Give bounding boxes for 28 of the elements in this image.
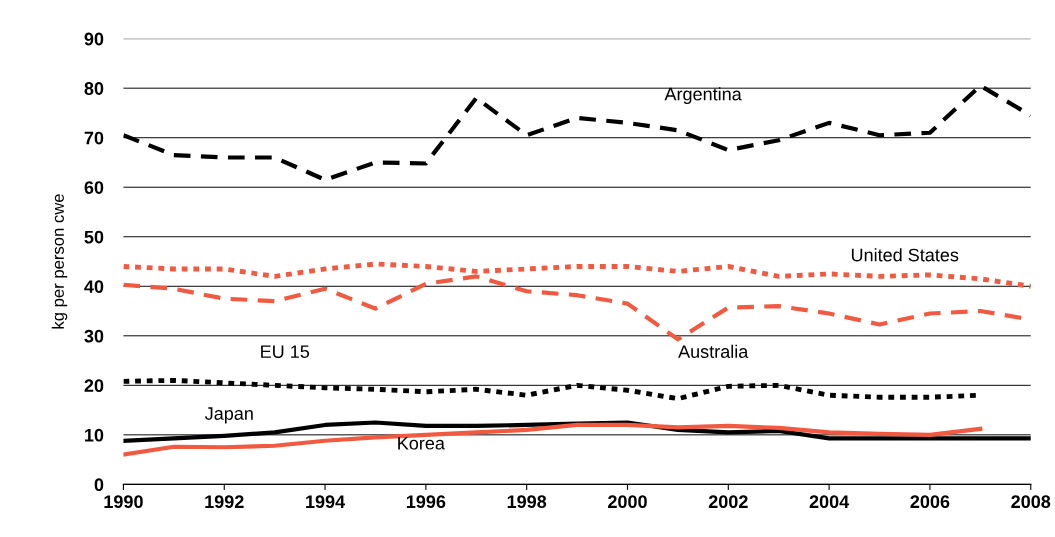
- x-tick-label: 2008: [1011, 495, 1051, 509]
- x-tick-label: 2004: [809, 495, 850, 509]
- x-tick-label: 1992: [205, 495, 244, 509]
- series-label: EU 15: [261, 345, 310, 358]
- series-label: United States: [851, 248, 959, 262]
- y-tick-label: 20: [84, 379, 104, 393]
- y-tick-label: 10: [85, 428, 104, 442]
- y-axis-title: kg per person cwe: [51, 194, 68, 329]
- y-tick-label: 60: [84, 181, 104, 194]
- y-tick-label: 50: [84, 230, 104, 244]
- y-tick-label: 0: [94, 478, 104, 492]
- x-tick-label: 2000: [608, 495, 647, 509]
- x-tick-label: 2006: [910, 495, 950, 509]
- x-tick-label: 1998: [507, 495, 547, 509]
- y-tick-label: 40: [84, 280, 104, 293]
- y-tick-label: 70: [84, 131, 104, 145]
- series-label: Japan: [204, 407, 253, 424]
- y-tick-label: 30: [84, 329, 104, 343]
- y-tick-label: 90: [84, 32, 104, 46]
- series-label: Argentina: [664, 87, 742, 105]
- x-tick-label: 1996: [406, 495, 446, 509]
- x-tick-label: 2002: [708, 495, 748, 509]
- line-series: [123, 422, 983, 457]
- x-tick-label: 1990: [104, 495, 143, 509]
- y-tick-label: 80: [84, 82, 104, 95]
- series-label: Australia: [678, 344, 749, 358]
- x-tick-label: 1994: [306, 495, 346, 509]
- series-label: Korea: [398, 437, 445, 450]
